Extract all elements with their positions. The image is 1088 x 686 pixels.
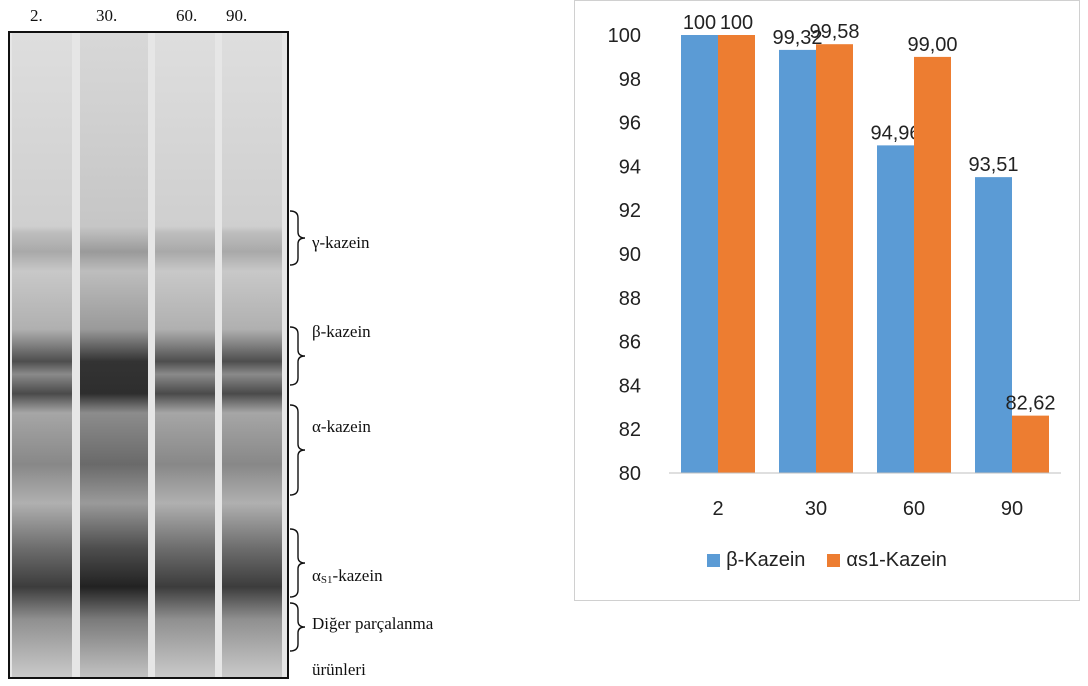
legend-label-beta: β-Kazein [726,549,806,571]
y-tick-label-90: 90 [619,244,641,266]
y-tick-label-88: 88 [619,288,641,310]
legend-swatch-alpha-s1 [827,554,841,567]
band-label-gamma: γ-kazein [312,233,370,252]
bar-1-30 [816,44,853,474]
gel-lanes-graphic [10,33,287,677]
legend-swatch-beta [707,554,721,567]
y-tick-label-82: 82 [619,419,641,441]
lane-label-60: 60. [176,6,198,25]
brace-beta-icon [289,326,306,386]
brace-gamma-icon [289,210,306,266]
x-tick-label-2: 2 [712,498,723,520]
data-label-1-30: 99,58 [809,21,859,43]
lane-label-2: 2. [30,6,43,25]
band-label-alpha-s1: αS1-kazein [312,566,383,586]
data-label-0-60: 94,96 [870,122,920,144]
chart-container: 80 82 84 86 88 90 92 94 96 98 100 100 100 2 99,32 99,58… [574,0,1080,601]
band-label-alpha: α-kazein [312,417,371,436]
y-tick-label-96: 96 [619,113,641,135]
y-tick-label-100: 100 [608,25,641,47]
bar-0-30 [779,49,816,473]
y-tick-label-84: 84 [619,375,641,397]
legend-label-alpha-s1: αs1-Kazein [846,549,947,571]
lane-label-90: 90. [226,6,248,25]
y-tick-label-86: 86 [619,332,641,354]
alpha-s1-prefix: α [312,566,321,585]
y-tick-label-94: 94 [619,156,641,178]
y-tick-label-92: 92 [619,200,641,222]
bar-1-90 [1012,415,1049,473]
data-label-1-90: 82,62 [1005,393,1055,415]
chart-legend: β-Kazein αs1-Kazein [575,549,1079,572]
band-label-other-line2: ürünleri [312,660,366,679]
y-tick-label-80: 80 [619,463,641,485]
legend-item-beta: β-Kazein [707,549,805,572]
bar-1-2 [718,35,755,473]
x-tick-label-90: 90 [1001,498,1023,520]
band-label-beta: β-kazein [312,322,371,341]
data-label-0-30: 99,32 [772,27,822,49]
lane-label-30: 30. [96,6,118,25]
legend-item-alpha-s1: αs1-Kazein [827,549,947,572]
bar-0-2 [681,35,718,473]
data-label-1-60: 99,00 [907,34,957,56]
brace-alpha-icon [289,404,306,496]
brace-alpha-s1-icon [289,528,306,598]
y-tick-label-98: 98 [619,69,641,91]
data-label-0-90: 93,51 [968,154,1018,176]
bar-1-60 [914,56,951,474]
data-label-0-2: 100 [683,12,716,34]
brace-other-icon [289,602,306,652]
data-label-1-2: 100 [720,12,753,34]
bar-0-90 [975,177,1012,474]
gel-image [8,31,289,679]
band-label-other-line1: Diğer parçalanma [312,614,434,633]
x-tick-label-60: 60 [903,498,925,520]
bar-0-60 [877,145,914,473]
x-tick-label-30: 30 [805,498,827,520]
alpha-s1-subscript: S1 [320,574,333,586]
alpha-s1-suffix: -kazein [332,566,383,585]
